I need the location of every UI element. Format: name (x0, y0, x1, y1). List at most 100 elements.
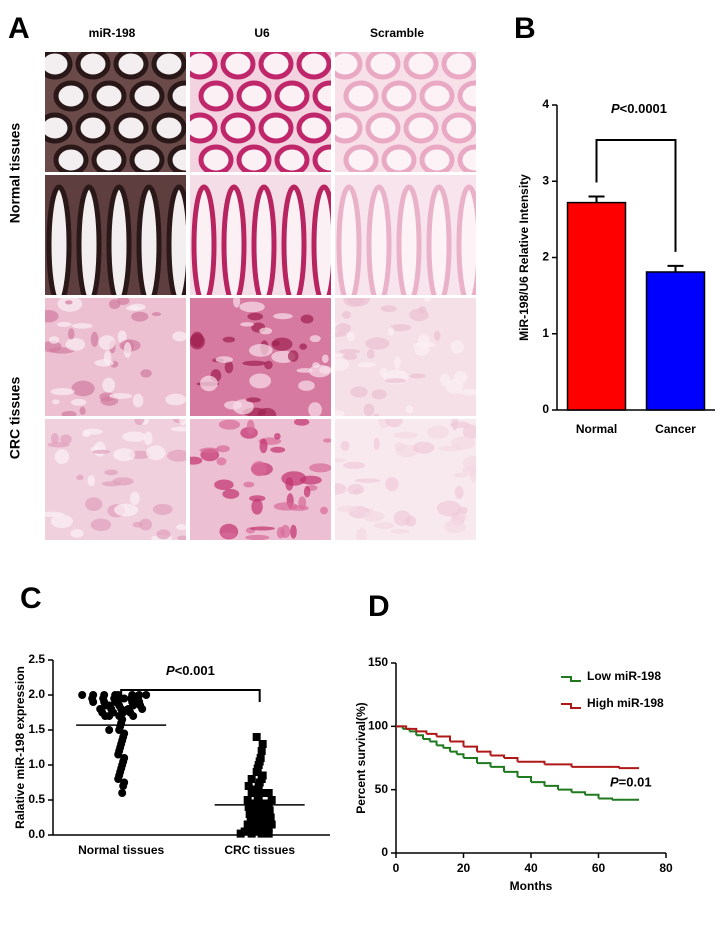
data-point (142, 691, 151, 699)
data-point (236, 829, 245, 838)
tissue-blob (56, 321, 72, 327)
tissue-blob (113, 448, 136, 462)
tissue-blob (132, 393, 144, 408)
tissue-blob (394, 356, 401, 370)
tissue-blob (165, 393, 186, 406)
y-tick-label: 3 (542, 173, 549, 187)
column-label: miR-198 (89, 26, 136, 40)
tissue-blob (249, 526, 276, 531)
tissue-blob (343, 298, 365, 307)
tissue-blob (122, 431, 147, 442)
tissue-blob (259, 438, 268, 454)
tissue-blob (453, 472, 468, 478)
tissue-blob (156, 529, 171, 540)
tissue-blob (71, 380, 95, 397)
p-italic: P (611, 101, 620, 116)
survival-step (463, 745, 478, 752)
legend-label: High miR-198 (587, 696, 664, 710)
tissue-blob (409, 373, 426, 379)
y-tick-label: 4 (542, 97, 549, 111)
column-label: U6 (254, 26, 270, 40)
p-text: =0.01 (619, 775, 652, 790)
tissue-blob (436, 500, 462, 517)
crypt (166, 184, 186, 295)
crypt (45, 52, 73, 80)
tissue-texture (190, 419, 331, 540)
tissue-blob (393, 431, 418, 439)
crypt (53, 80, 89, 112)
tissue-texture (335, 52, 476, 172)
x-tick-label: Cancer (655, 422, 696, 436)
crypt (403, 52, 439, 80)
tissue-blob (300, 314, 314, 324)
data-point (247, 829, 256, 838)
significance-bracket (595, 139, 677, 252)
y-tick-label: 2.0 (28, 687, 45, 701)
tissue-blob (109, 393, 133, 399)
tissue-blob (123, 342, 132, 358)
tissue-blob (87, 475, 96, 487)
tissue-image (190, 419, 331, 540)
tissue-blob (82, 430, 91, 438)
tissue-blob (366, 348, 375, 359)
tissue-blob (248, 344, 273, 357)
data-point (247, 775, 256, 783)
crypt (75, 112, 111, 144)
crypt (311, 184, 331, 295)
tissue-blob (259, 327, 273, 335)
tissue-blob (352, 489, 361, 494)
data-point (119, 782, 128, 790)
tissue-blob (60, 434, 72, 445)
tissue-texture (45, 175, 186, 295)
row-label: CRC tissues (7, 377, 23, 460)
data-point (244, 782, 253, 790)
tissue-blob (320, 506, 328, 515)
row-label: Normal tissues (7, 123, 23, 224)
tissue-blob (57, 298, 83, 312)
tissue-blob (390, 528, 410, 534)
x-tick-label: 0 (393, 861, 400, 875)
data-point (247, 789, 256, 797)
tissue-blob (64, 300, 73, 305)
x-tick-label: 80 (659, 861, 673, 875)
bar (566, 201, 627, 411)
tissue-blob (338, 349, 361, 354)
crypt (343, 80, 379, 112)
tissue-blob (249, 495, 266, 502)
tissue-blob (458, 388, 476, 396)
tissue-blob (458, 506, 468, 514)
tissue-image (335, 419, 476, 540)
tissue-blob (139, 518, 153, 531)
tissue-blob (50, 388, 75, 396)
crypt (198, 144, 234, 172)
micrograph-panel (45, 52, 476, 540)
y-tick-label: 1 (542, 326, 549, 340)
tissue-blob (321, 354, 329, 364)
survival-step (517, 776, 532, 783)
tissue-blob (343, 461, 366, 470)
tissue-texture (45, 52, 186, 172)
tissue-blob (405, 515, 417, 527)
data-point (114, 750, 123, 759)
tissue-blob (363, 403, 375, 416)
tissue-blob (350, 386, 368, 398)
p-italic: P (610, 775, 619, 790)
tissue-blob (335, 409, 345, 416)
tissue-blob (251, 498, 263, 515)
tissue-blob (132, 521, 143, 528)
crypt (403, 112, 439, 144)
p-text: <0.0001 (620, 101, 667, 116)
tissue-blob (380, 305, 397, 313)
data-point (138, 705, 147, 713)
tissue-blob (450, 436, 476, 450)
tissue-blob (270, 446, 286, 453)
tissue-blob (170, 426, 186, 432)
crypt (396, 184, 422, 295)
tissue-blob (85, 497, 103, 512)
tissue-blob (439, 373, 451, 387)
legend-label: Low miR-198 (587, 669, 661, 683)
tissue-blob (296, 368, 314, 373)
tissue-blob (104, 469, 118, 476)
tissue-blob (354, 478, 381, 483)
p-italic: P (166, 663, 175, 678)
